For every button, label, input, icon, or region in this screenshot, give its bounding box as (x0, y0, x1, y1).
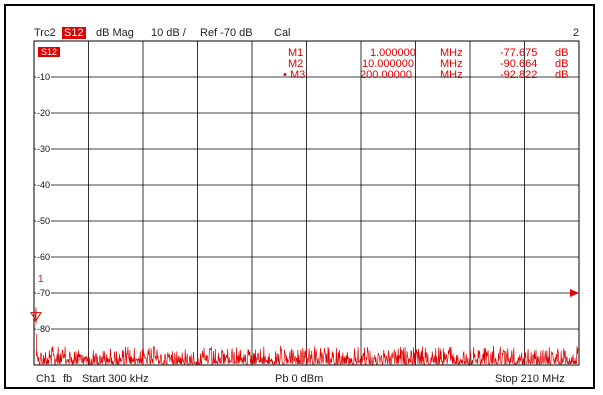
y-tick-label: -30 (36, 144, 52, 154)
y-tick-label: -70 (36, 288, 52, 298)
cal-label[interactable]: Cal (274, 27, 291, 39)
marker-freq: 10.000000 (362, 58, 414, 70)
marker-unit: MHz (440, 69, 463, 81)
power-label[interactable]: Pb 0 dBm (275, 373, 324, 385)
y-tick-label: -50 (36, 216, 52, 226)
scale-label[interactable]: 10 dB / (151, 27, 186, 39)
ref-label[interactable]: Ref -70 dB (200, 27, 253, 39)
start-frequency[interactable]: Start 300 kHz (82, 373, 149, 385)
marker-name[interactable]: M2 (288, 58, 304, 70)
y-tick-label: -60 (36, 252, 52, 262)
trace-name[interactable]: Trc2 (34, 27, 56, 39)
marker-name[interactable]: M1 (288, 47, 304, 59)
trace-s12-line (34, 307, 579, 366)
marker-level: -90.664 (500, 58, 538, 70)
marker-level: -92.822 (500, 69, 538, 81)
active-dot-m3: • (283, 69, 287, 81)
marker-tag: 1 (38, 274, 44, 285)
marker-level-unit: dB (555, 47, 569, 59)
marker-m1-symbol[interactable] (30, 312, 42, 322)
trace-badge[interactable]: S12 (38, 47, 61, 57)
fb-label: fb (63, 373, 73, 385)
marker-triangle (30, 312, 42, 322)
grid (33, 40, 580, 366)
y-tick-label: -80 (36, 324, 52, 334)
channel-label[interactable]: Ch1 (36, 373, 57, 385)
y-tick-label: -40 (36, 180, 52, 190)
marker-level-unit: dB (555, 58, 569, 70)
marker-freq: 200.00000 (360, 69, 412, 81)
marker-freq: 1.000000 (370, 47, 416, 59)
channel-number: 2 (573, 27, 580, 39)
marker-unit: MHz (440, 58, 463, 70)
marker-name[interactable]: M3 (290, 69, 306, 81)
marker-unit: MHz (440, 47, 463, 59)
param-badge[interactable]: S12 (62, 27, 86, 39)
ref-level-marker[interactable] (570, 289, 579, 297)
marker-level: -77.675 (500, 47, 538, 59)
y-tick-label: -10 (36, 72, 52, 82)
stop-frequency[interactable]: Stop 210 MHz (495, 373, 565, 385)
format-label[interactable]: dB Mag (96, 27, 134, 39)
marker-level-unit: dB (555, 69, 569, 81)
vna-display (4, 4, 595, 389)
y-tick-label: -20 (36, 108, 52, 118)
